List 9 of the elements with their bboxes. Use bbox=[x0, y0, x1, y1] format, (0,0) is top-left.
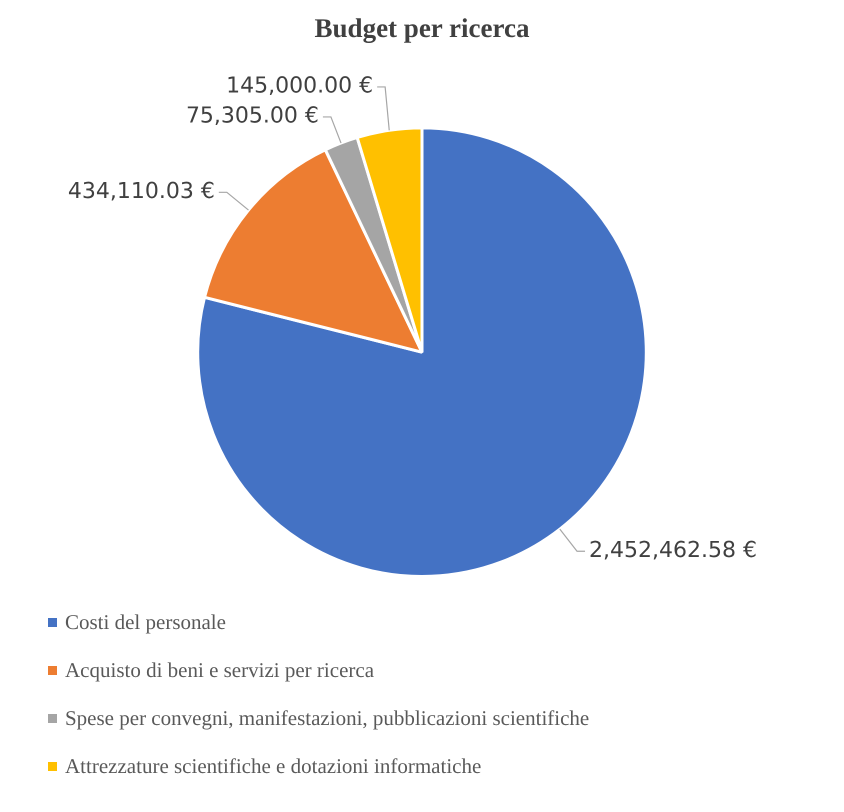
data-label: 145,000.00 € bbox=[226, 74, 374, 99]
chart-title: Budget per ricerca bbox=[314, 13, 530, 44]
legend-label: Spese per convegni, manifestazioni, pubblicazioni scientifiche bbox=[65, 706, 590, 730]
legend-label: Costi del personale bbox=[65, 610, 226, 634]
legend-label: Attrezzature scientifiche e dotazioni informatiche bbox=[65, 754, 482, 778]
legend-label: Acquisto di beni e servizi per ricerca bbox=[65, 658, 374, 682]
data-label: 75,305.00 € bbox=[186, 104, 319, 129]
data-label: 2,452,462.58 € bbox=[589, 538, 757, 563]
data-label: 434,110.03 € bbox=[68, 179, 215, 204]
